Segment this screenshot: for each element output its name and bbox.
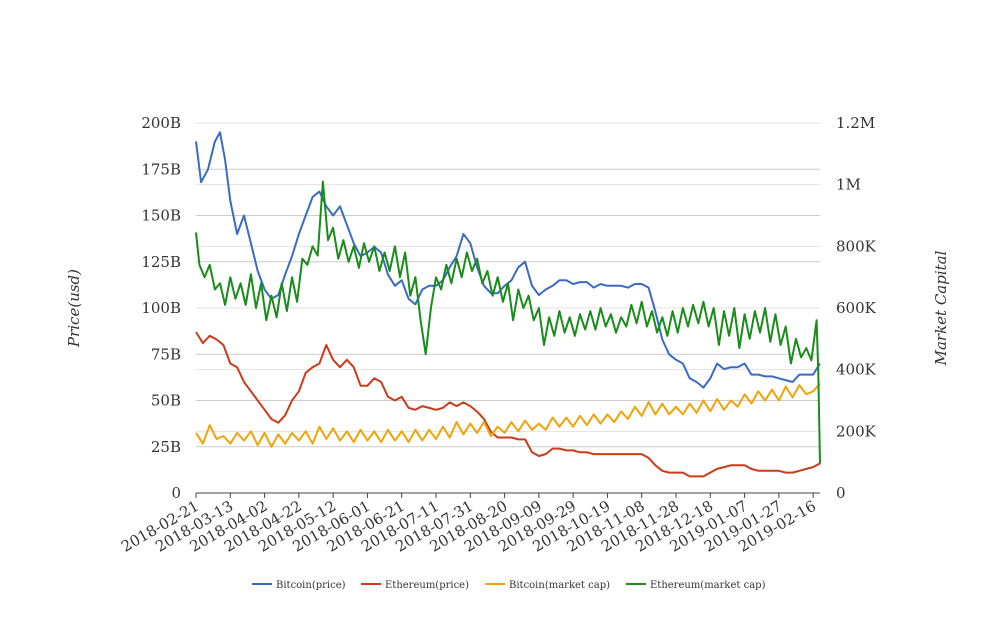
left-axis-ticks: 0 25B 50B 75B 100B 125B 150B 175B 200B [141,114,181,502]
left-tick-label: 200B [141,114,181,132]
left-tick-label: 150B [141,207,181,225]
x-axis-ticks: 2018-02-212018-03-132018-04-022018-04-22… [118,493,819,556]
legend-label: Bitcoin(price) [276,580,346,591]
legend-label: Ethereum(market cap) [650,580,766,591]
left-tick-label: 0 [171,484,181,502]
series-layer [195,131,821,478]
right-tick-label: 200K [836,422,877,440]
left-axis-title: Price(usd) [65,269,83,348]
legend-label: Bitcoin(market cap) [509,580,610,591]
right-tick-label: 1M [836,176,861,194]
series-line-bitcoin-price [195,131,821,389]
left-tick-label: 75B [151,345,181,363]
series-line-ethereum-market-cap [195,180,821,464]
left-tick-label: 50B [151,392,181,410]
left-tick-label: 175B [141,160,181,178]
legend-label: Ethereum(price) [385,580,469,591]
right-tick-label: 600K [836,299,877,317]
right-axis-title: Market Capital [932,250,950,366]
right-axis-ticks: 0 200K 400K 600K 800K 1M 1.2M [836,114,877,502]
left-tick-label: 25B [151,438,181,456]
right-tick-label: 0 [836,484,846,502]
series-line-ethereum-price [195,331,821,478]
left-tick-label: 100B [141,299,181,317]
right-tick-label: 800K [836,237,877,255]
series-line-bitcoin-market-cap [195,382,821,448]
legend: Bitcoin(price) Ethereum(price) Bitcoin(mar… [252,580,766,591]
right-tick-label: 400K [836,361,877,379]
right-tick-label: 1.2M [836,114,875,132]
grid-lines [196,122,820,448]
left-tick-label: 125B [141,253,181,271]
